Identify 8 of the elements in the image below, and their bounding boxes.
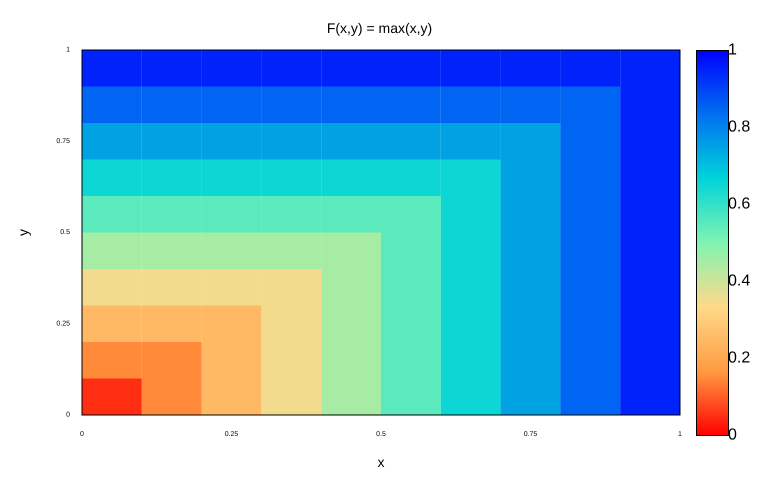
x-axis-title: x: [378, 454, 384, 470]
color-bar-label: 0.2: [728, 350, 750, 366]
color-bar-label: 1: [728, 42, 737, 58]
color-bar-label: 0.6: [728, 196, 750, 212]
color-bar-label: 0.8: [728, 118, 750, 136]
color-bar-label: 0.4: [728, 272, 750, 290]
y-axis-title: y: [15, 229, 31, 236]
chart-title: F(x,y) = max(x,y): [326, 20, 432, 36]
